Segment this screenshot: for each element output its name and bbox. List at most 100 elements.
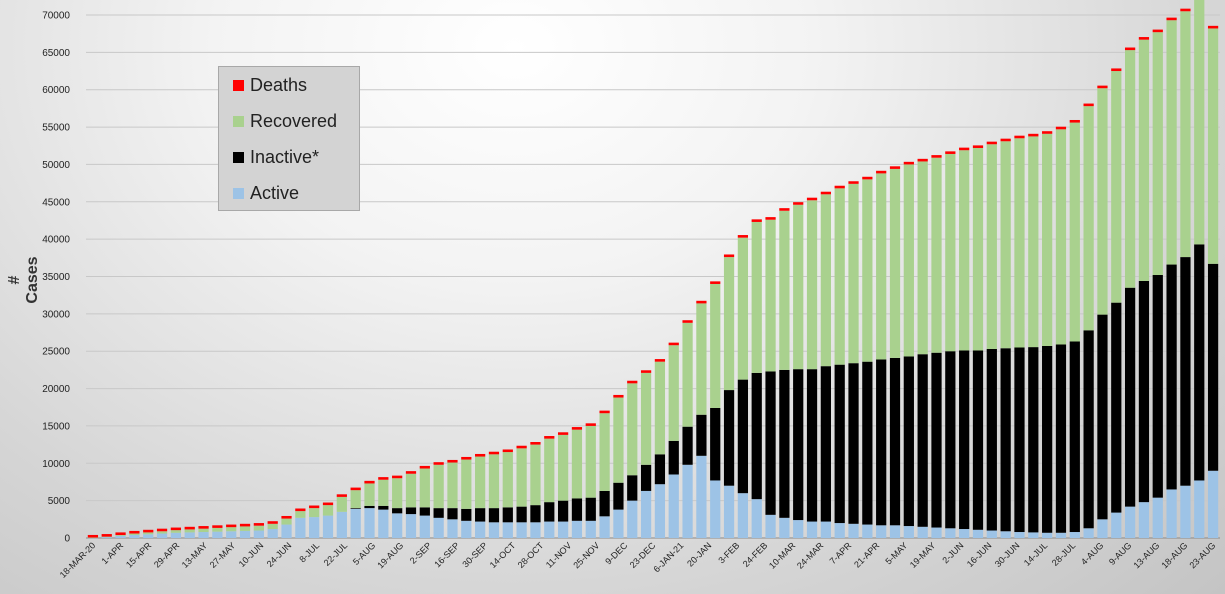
bar-recovered-23 [405, 473, 417, 508]
bar-active-63 [959, 529, 970, 538]
bar-inactive-33 [544, 502, 555, 522]
x-tick-label-2: 15-APR [124, 540, 154, 570]
bar-deaths-34 [557, 432, 569, 435]
bar-deaths-36 [585, 423, 596, 426]
bar-inactive-29 [488, 508, 500, 523]
bar-active-2 [115, 535, 126, 538]
bar-deaths-24 [419, 465, 430, 469]
bar-deaths-27 [461, 456, 472, 460]
bar-deaths-23 [405, 471, 417, 474]
bar-recovered-39 [627, 383, 638, 476]
bar-inactive-66 [1000, 348, 1011, 532]
bar-recovered-59 [903, 164, 914, 357]
bar-deaths-51 [793, 202, 804, 205]
bar-deaths-11 [239, 523, 251, 527]
bar-inactive-31 [516, 506, 527, 523]
bar-deaths-59 [903, 161, 914, 165]
x-tick-label-36: 4-AUG [1079, 540, 1106, 567]
bar-recovered-3 [129, 533, 140, 536]
bar-active-29 [488, 522, 500, 538]
bar-recovered-42 [668, 345, 679, 441]
bar-inactive-65 [986, 348, 997, 531]
bar-inactive-26 [447, 508, 458, 520]
bar-recovered-2 [115, 535, 126, 536]
bar-deaths-40 [640, 370, 652, 373]
legend: Deaths Recovered Inactive* Active [218, 66, 360, 211]
bar-recovered-50 [779, 210, 790, 370]
bar-recovered-14 [281, 518, 292, 525]
bar-recovered-17 [322, 505, 334, 516]
bar-recovered-24 [419, 468, 430, 508]
bar-deaths-81 [1207, 25, 1219, 29]
y-axis-label: # Cases [6, 256, 41, 304]
bar-deaths-49 [765, 217, 776, 220]
bar-deaths-25 [433, 462, 444, 465]
bar-recovered-19 [350, 490, 361, 509]
bar-deaths-60 [917, 158, 928, 162]
y-tick-label-25000: 25000 [42, 347, 70, 358]
bar-recovered-31 [516, 448, 527, 507]
legend-swatch-deaths [233, 79, 244, 91]
bar-active-49 [765, 514, 776, 538]
bar-recovered-65 [986, 144, 997, 349]
bar-recovered-72 [1083, 106, 1094, 331]
x-tick-label-23: 3-FEB [716, 540, 741, 565]
bar-active-12 [253, 530, 264, 538]
x-tick-label-28: 21-APR [852, 540, 882, 570]
bar-recovered-81 [1207, 28, 1219, 264]
bar-active-3 [129, 535, 140, 538]
bar-active-28 [475, 521, 486, 538]
bar-active-36 [585, 520, 596, 538]
y-tick-label-35000: 35000 [42, 272, 70, 283]
bar-deaths-7 [184, 526, 195, 530]
bar-deaths-75 [1124, 47, 1136, 51]
bar-deaths-69 [1042, 131, 1053, 134]
bar-recovered-1 [101, 536, 112, 538]
bar-active-45 [710, 480, 721, 538]
bar-active-20 [364, 508, 375, 538]
bar-inactive-40 [640, 464, 652, 491]
bar-active-50 [779, 517, 790, 538]
x-tick-label-27: 7-APR [828, 540, 854, 566]
bar-recovered-40 [640, 372, 652, 465]
bar-deaths-1 [101, 534, 112, 537]
bar-active-30 [502, 522, 513, 538]
bar-inactive-42 [668, 440, 679, 475]
bar-recovered-26 [447, 462, 458, 509]
x-tick-label-10: 5-AUG [351, 540, 378, 567]
bar-deaths-79 [1180, 8, 1191, 12]
bar-active-13 [267, 529, 278, 538]
bar-active-67 [1014, 532, 1025, 538]
bar-recovered-67 [1014, 138, 1025, 348]
bar-inactive-58 [889, 357, 901, 526]
bar-active-18 [336, 511, 347, 538]
bar-active-48 [751, 499, 762, 538]
bar-active-57 [876, 525, 887, 538]
bar-active-54 [834, 523, 845, 538]
bar-recovered-54 [834, 188, 845, 365]
bar-deaths-46 [723, 254, 735, 258]
bar-active-59 [903, 526, 914, 538]
bar-inactive-79 [1180, 257, 1191, 486]
y-tick-label-30000: 30000 [42, 309, 70, 320]
bar-active-8 [198, 532, 209, 538]
bar-inactive-28 [475, 508, 486, 522]
bar-inactive-21 [378, 505, 389, 510]
bar-recovered-29 [488, 454, 500, 509]
bar-active-51 [793, 520, 804, 538]
bar-inactive-48 [751, 372, 762, 500]
bar-inactive-72 [1083, 330, 1094, 529]
bar-deaths-62 [945, 151, 956, 154]
bar-deaths-71 [1069, 119, 1080, 123]
legend-label-deaths: Deaths [250, 74, 308, 95]
bar-recovered-75 [1124, 50, 1136, 288]
x-tick-label-26: 24-MAR [795, 540, 826, 571]
bar-active-73 [1097, 519, 1108, 538]
bar-deaths-58 [889, 166, 901, 169]
bar-recovered-6 [170, 530, 182, 533]
bar-active-11 [239, 530, 251, 538]
bar-deaths-37 [599, 410, 610, 414]
bar-deaths-65 [986, 141, 997, 145]
bar-active-22 [392, 513, 403, 538]
